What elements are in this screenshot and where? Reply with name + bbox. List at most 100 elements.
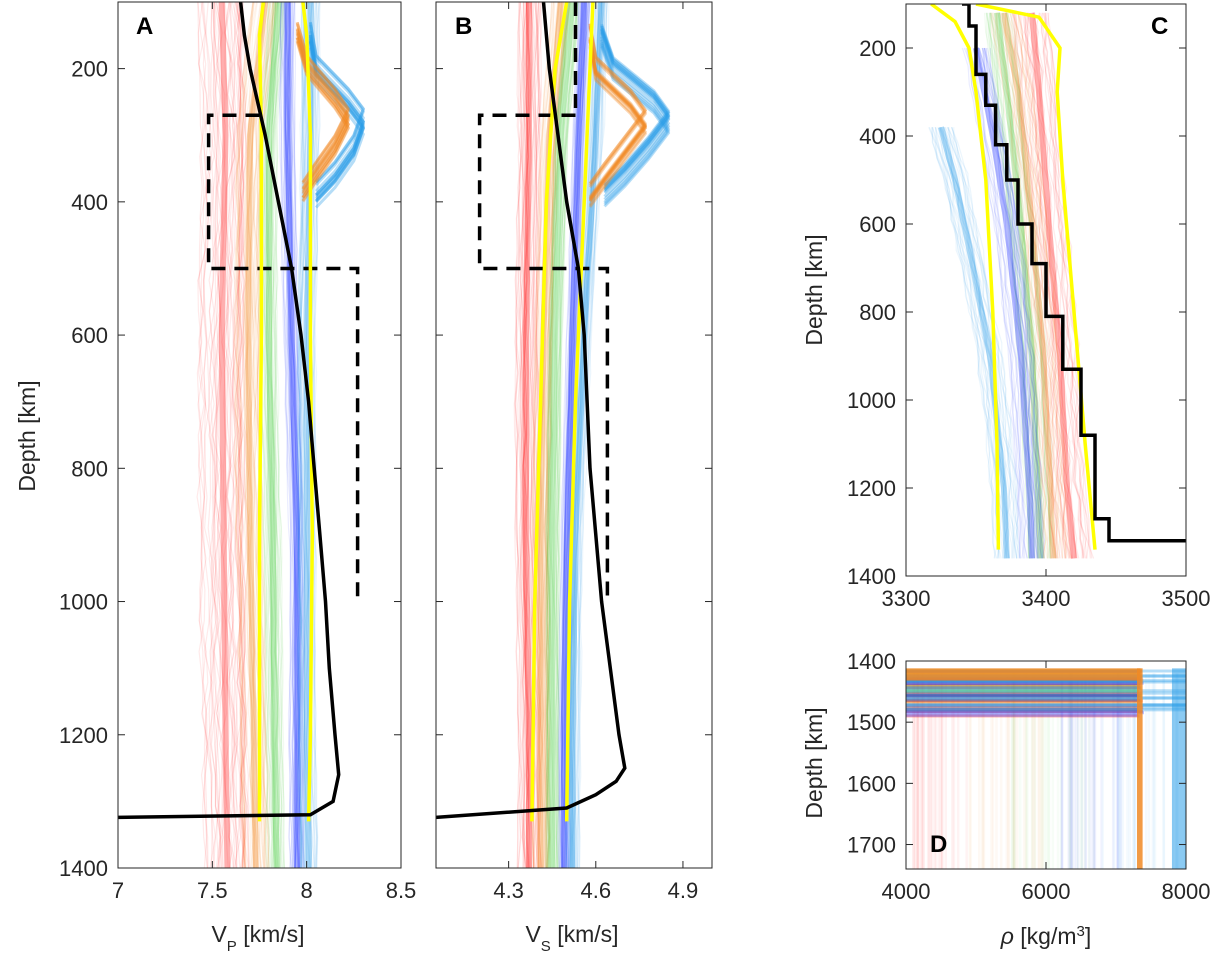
panel-c-ensemble-line-red [1042, 12, 1087, 559]
panel-c-ensemble-line-red [1023, 12, 1071, 559]
panel-a-ensemble-line-red [216, 2, 229, 868]
panel-c-ensemble-line-green [988, 12, 1036, 559]
panel-a-ensemble-line-red [217, 2, 227, 868]
panel-a-ensemble-line-red [236, 2, 250, 868]
panel-b-ensemble-line-red [524, 2, 533, 868]
panel-b-ensemble-line-blue [561, 2, 582, 868]
panel-a-ensemble-line-red [235, 2, 248, 868]
panel-c-ensemble-line-orange [998, 12, 1049, 559]
panel-b-ensemble-line-orange [545, 2, 570, 868]
panel-a-shallow-anomaly-sky [308, 40, 365, 202]
panel-a-ensemble-line-green [263, 2, 276, 868]
panel-c-ensemble-line-green [985, 12, 1031, 559]
panel-c-ensemble-line-green [985, 12, 1032, 559]
panel-c-ensemble-line-green [1006, 12, 1052, 559]
panel-a-ensemble-line-sky [312, 2, 321, 868]
panel-b-ensemble-line-green [544, 2, 567, 868]
panel-a-prior-bounds [206, 113, 360, 602]
panel-b-shallow-anomaly-orange [588, 27, 648, 189]
panel-a-ensemble-line-sky [298, 2, 307, 868]
panel-c-band-core-green [994, 12, 1044, 559]
panel-b-ensemble-line-sky [577, 2, 608, 868]
panel-c-ensemble-line-red [1040, 12, 1085, 559]
panel-c-ensemble-line-sky [953, 127, 1018, 559]
panel-c-ensemble-line-sky [948, 127, 1018, 559]
panel-a-band-core-blue [284, 2, 301, 868]
panel-a-ensemble-line-orange [243, 2, 264, 868]
panel-a-ensemble-line-orange [242, 2, 265, 868]
panel-d-orange-edge [1137, 668, 1143, 869]
panel-d-y-tick-label: 1500 [847, 710, 896, 735]
panel-c-band-core-blue [973, 47, 1035, 559]
panel-a-ensemble-line-red [223, 2, 238, 868]
panel-b-ensemble-line-sky [571, 2, 603, 868]
panel-c-ensemble-line-orange [1013, 12, 1060, 559]
panel-c-ensemble-line-blue [978, 47, 1039, 559]
panel-a-ensemble-line-blue [285, 2, 299, 868]
panel-c-ensemble-line-red [1014, 12, 1055, 559]
panel-d-x-tick-label: 8000 [1162, 879, 1211, 904]
panel-b-shallow-anomaly-orange [588, 36, 648, 198]
panel-a-ensemble-line-blue [286, 2, 300, 868]
panel-b-ensemble-line-green [552, 2, 576, 868]
panel-b-ensemble-line-red [514, 2, 522, 868]
panel-a-ensemble-line-red [232, 2, 245, 868]
panel-b-shallow-anomaly-sky [600, 23, 671, 186]
panel-c-ensemble-line-red [1024, 12, 1070, 559]
panel-b-ensemble-line-green [557, 2, 579, 868]
panel-a-plot-area [118, 2, 365, 868]
panel-a-ensemble-line-blue [292, 2, 305, 868]
panel-c-ensemble-line-green [988, 12, 1034, 559]
panel-b-ensemble-line-orange [542, 2, 567, 868]
panel-d-x-axis-label: ρ [kg/m3] [1000, 923, 1092, 950]
panel-b-ensemble-line-red [513, 2, 522, 868]
panel-a-ensemble-line-blue [293, 2, 306, 868]
panel-c-ensemble-line-blue [983, 47, 1042, 559]
panel-a-y-tick-label: 1400 [59, 856, 108, 881]
panel-c-plot-area [928, 4, 1186, 559]
panel-d-top-band [906, 668, 1141, 681]
panel-c-ensemble-line-green [990, 12, 1036, 559]
panel-c-ensemble-line-sky [939, 127, 1008, 559]
panel-b-ensemble-line-orange [545, 2, 569, 868]
panel-b-ensemble-line-red [522, 2, 530, 868]
panel-a-ensemble-line-blue [282, 2, 296, 868]
panel-a-ensemble-line-red [236, 2, 246, 868]
panel-b-shallow-anomaly-sky [600, 27, 671, 190]
panel-c-ensemble-line-red [1027, 12, 1073, 559]
panel-a-ensemble-line-red [197, 2, 208, 868]
panel-b-ensemble-line-green [545, 2, 570, 868]
panel-a-ensemble-line-red [237, 2, 248, 868]
panel-c-ensemble-line-blue [982, 47, 1040, 559]
panel-a-ensemble-line-red [223, 2, 238, 868]
panel-b-ensemble-line-sky [577, 2, 608, 868]
panel-a-ensemble-line-green [263, 2, 275, 868]
panel-b-band-core-sky [569, 2, 605, 868]
panel-b-ensemble-line-green [555, 2, 579, 868]
panel-a-shallow-anomaly-sky [308, 34, 365, 197]
panel-c-ensemble-line-red [1012, 12, 1058, 559]
panel-a-ensemble-line-blue [289, 2, 302, 868]
panel-a-ensemble-line-blue [288, 2, 301, 868]
panel-c-ensemble-line-green [1006, 12, 1054, 559]
panel-a-shallow-anomaly-sky [308, 31, 365, 193]
panel-a-ensemble-line-blue [289, 2, 302, 868]
panel-b-ensemble-line-red [521, 2, 530, 868]
panel-b-ensemble-line-sky [576, 2, 608, 868]
panel-a-ensemble-line-blue [282, 2, 296, 868]
panel-a-ensemble-line-red [235, 2, 247, 868]
panel-a-band-core-red [218, 2, 231, 868]
panel-a-ensemble-line-red [235, 2, 250, 868]
panel-a-y-tick-label: 600 [71, 323, 108, 348]
panel-c-ensemble-line-orange [999, 12, 1047, 559]
panel-b-ensemble-line-sky [571, 2, 605, 868]
panel-a-shallow-anomaly-sky [308, 21, 365, 183]
panel-b-ensemble-line-red [520, 2, 528, 868]
panel-c-percentile-line-2 [975, 4, 1097, 550]
panel-a-ensemble-line-orange [246, 2, 266, 868]
panel-c-ensemble-line-green [997, 12, 1042, 559]
panel-b-shallow-anomaly-orange [588, 37, 648, 199]
panel-a-ensemble-line-blue [279, 2, 293, 868]
panel-b-ensemble-line-blue [563, 2, 586, 868]
